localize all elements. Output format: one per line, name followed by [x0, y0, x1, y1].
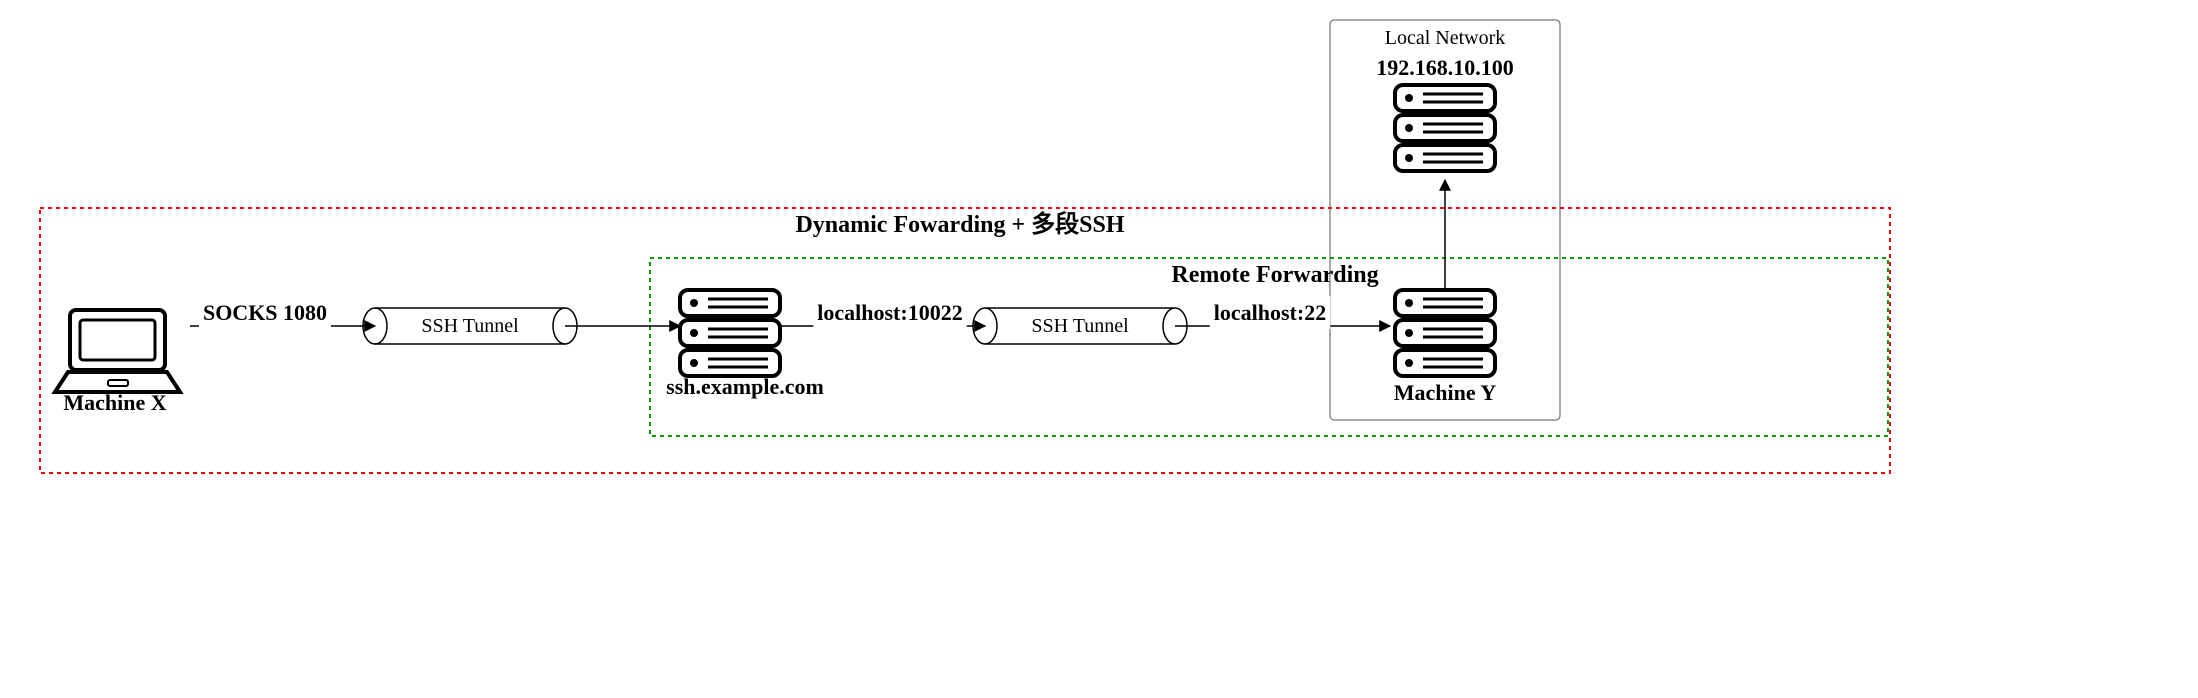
label-machine-y: Machine Y	[1394, 380, 1497, 405]
title-remote-forwarding: Remote Forwarding	[1171, 262, 1378, 288]
edge-socks-label: SOCKS 1080	[203, 300, 327, 325]
label-lan-host: 192.168.10.100	[1376, 55, 1514, 80]
server-icon	[1395, 290, 1495, 376]
edge-localhost-22-label: localhost:22	[1214, 300, 1326, 325]
label-ssh-server: ssh.example.com	[666, 374, 824, 399]
ssh-tunnel-2-label: SSH Tunnel	[1031, 315, 1129, 337]
label-machine-x: Machine X	[63, 390, 166, 415]
server-icon	[680, 290, 780, 376]
ssh-tunnel-1-label: SSH Tunnel	[421, 315, 519, 337]
container-dynamic-forwarding	[40, 208, 1890, 473]
title-dynamic-forwarding: Dynamic Fowarding + 多段SSH	[795, 210, 1124, 238]
edge-localhost-10022-label: localhost:10022	[817, 300, 962, 325]
title-local-network: Local Network	[1385, 27, 1506, 49]
laptop-icon	[55, 310, 180, 392]
server-icon	[1395, 85, 1495, 171]
